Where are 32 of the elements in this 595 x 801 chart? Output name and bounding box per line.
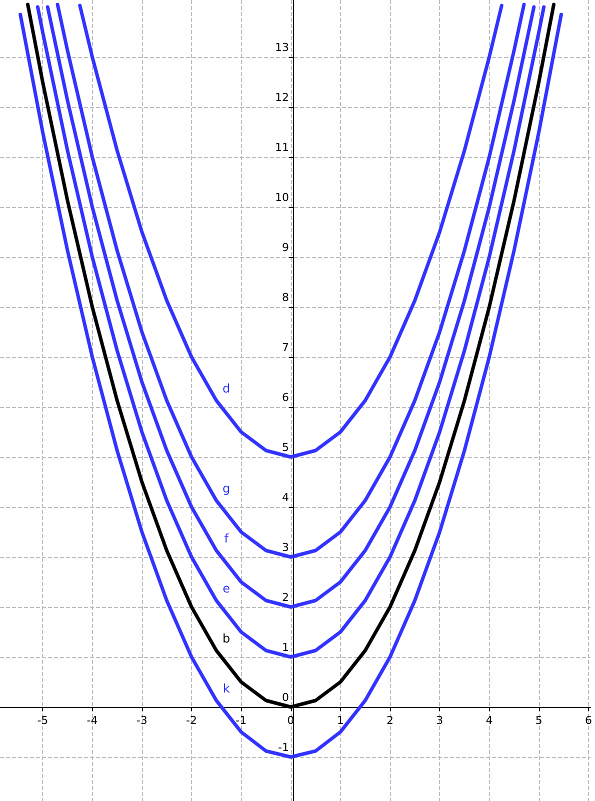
x-tick-label: 2 bbox=[386, 714, 394, 727]
x-tick-label: 6 bbox=[585, 714, 592, 727]
y-tick-label: 10 bbox=[275, 191, 289, 204]
y-tick-label: 2 bbox=[282, 591, 289, 604]
x-tick-label: 5 bbox=[535, 714, 542, 727]
y-tick-label: 3 bbox=[282, 541, 289, 554]
y-tick-label: 12 bbox=[275, 91, 289, 104]
series-label: e bbox=[222, 582, 230, 596]
y-tick-label: 11 bbox=[275, 141, 289, 154]
y-tick-label: 9 bbox=[282, 241, 289, 254]
y-tick-label: 5 bbox=[282, 441, 289, 454]
x-tick-label: 4 bbox=[486, 714, 493, 727]
y-tick-label: 4 bbox=[282, 491, 289, 504]
series-label: f bbox=[224, 532, 230, 546]
series-label: k bbox=[222, 682, 230, 696]
y-tick-label: 8 bbox=[282, 291, 289, 304]
y-tick-label: -1 bbox=[278, 741, 289, 754]
y-tick-label: 7 bbox=[282, 341, 289, 354]
x-tick-label: -4 bbox=[86, 714, 98, 727]
x-tick-label: -5 bbox=[37, 714, 48, 727]
series-label: b bbox=[222, 632, 230, 646]
series-label: g bbox=[222, 482, 230, 496]
y-tick-label: 0 bbox=[282, 691, 289, 704]
y-tick-label: 13 bbox=[275, 41, 289, 54]
series-label: d bbox=[222, 382, 230, 396]
x-tick-label: -3 bbox=[136, 714, 148, 727]
x-tick-label: -2 bbox=[186, 714, 198, 727]
y-tick-label: 1 bbox=[282, 641, 289, 654]
y-tick-label: 6 bbox=[282, 391, 289, 404]
x-tick-label: -1 bbox=[236, 714, 247, 727]
x-tick-label: 3 bbox=[436, 714, 444, 727]
x-tick-label: 1 bbox=[336, 714, 344, 727]
